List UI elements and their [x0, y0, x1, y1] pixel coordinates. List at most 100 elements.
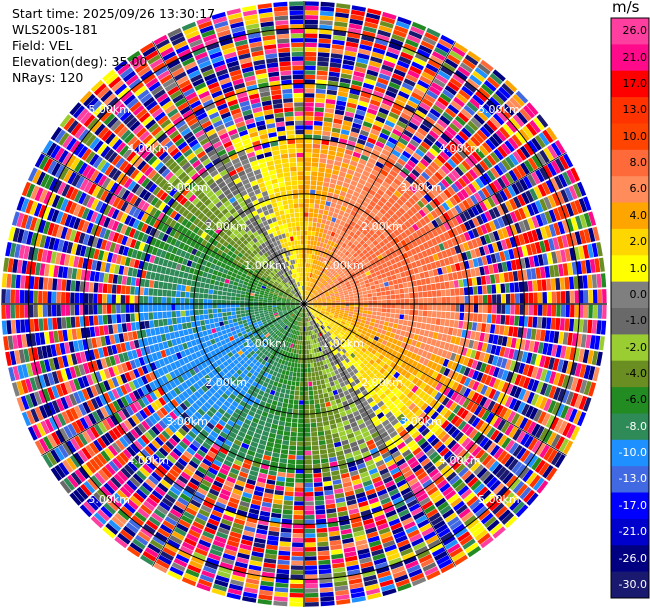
gate-cells [160, 479, 172, 489]
gate-cells [65, 228, 73, 241]
gate-cells [269, 306, 301, 328]
ring-label: 1.00km [244, 259, 286, 272]
gate-cells [137, 531, 151, 542]
gate-cells [313, 304, 364, 310]
gate-cells [539, 259, 596, 279]
gate-cells [96, 359, 103, 370]
gate-cells [265, 53, 278, 59]
gate-cells [217, 29, 231, 38]
gate-cells [315, 247, 406, 298]
gate-cells [424, 418, 433, 427]
gate-cells [369, 359, 429, 411]
gate-cells [437, 461, 448, 471]
gate-cells [100, 336, 107, 347]
gate-cells [414, 53, 429, 63]
gate-cells [117, 63, 207, 176]
colorbar-tick-label: -13.0 [618, 472, 647, 486]
gate-cells [228, 65, 254, 121]
gate-cells [203, 33, 227, 73]
gate-cells [95, 260, 102, 271]
gate-cells [111, 442, 122, 454]
gate-cells [458, 163, 468, 174]
gate-cells [103, 113, 158, 166]
gate-cells [306, 317, 308, 322]
gate-cells [493, 140, 566, 191]
gate-cells [210, 115, 222, 124]
gate-cells [134, 286, 190, 298]
gate-cells [412, 183, 477, 232]
gate-cells [209, 342, 292, 557]
gate-cells [404, 495, 416, 504]
gate-cells [333, 14, 365, 125]
gate-cells [346, 136, 358, 151]
gate-cells [321, 135, 330, 141]
gate-cells [464, 124, 476, 135]
gate-cells [177, 549, 192, 560]
gate-cells [562, 332, 587, 348]
gate-cells [89, 137, 101, 150]
gate-cells [307, 93, 525, 301]
gate-cells [328, 530, 340, 537]
gate-cells [66, 414, 141, 471]
gate-cells [471, 417, 481, 428]
gate-cells [71, 174, 129, 212]
gate-cells [207, 81, 226, 107]
gate-cells [137, 452, 148, 463]
gate-cells [96, 408, 105, 421]
gate-cells [329, 461, 357, 558]
gate-cells [308, 224, 518, 303]
gate-cells [463, 105, 476, 116]
gate-cells [176, 75, 189, 85]
gate-cells [309, 310, 503, 535]
gate-cells [467, 258, 601, 287]
gate-cells [316, 177, 560, 299]
gate-cells [472, 80, 497, 106]
gate-cells [368, 47, 401, 111]
gate-cells [205, 77, 228, 111]
gate-cells [384, 120, 395, 128]
gate-cells [304, 482, 315, 524]
gate-cells [214, 20, 252, 112]
colorbar-swatch [611, 308, 649, 335]
gate-cells [556, 304, 593, 319]
gate-cells [51, 304, 176, 317]
gate-cells [346, 174, 440, 264]
gate-cells [344, 96, 370, 156]
gate-cells [96, 489, 109, 502]
gate-cells [107, 378, 115, 390]
gate-cells [324, 490, 334, 496]
gate-cells [500, 275, 584, 293]
gate-cells [447, 229, 455, 239]
gate-cells [86, 338, 93, 350]
gate-cells [274, 307, 302, 346]
gate-cells [384, 55, 397, 64]
gate-cells [397, 582, 412, 592]
gate-cells [74, 159, 266, 281]
gate-cells [183, 87, 195, 97]
gate-cells [409, 65, 422, 75]
gate-cells [289, 10, 304, 130]
gate-cells [201, 479, 212, 488]
gate-cells [478, 509, 491, 521]
gate-cells [551, 251, 558, 264]
gate-cells [313, 121, 323, 126]
gate-cells [17, 228, 83, 256]
gate-cells [309, 133, 378, 292]
gate-cells [154, 161, 164, 172]
gate-cells [205, 522, 218, 531]
gate-cells [119, 110, 132, 122]
gate-cells [240, 467, 250, 474]
gate-cells [388, 38, 404, 51]
gate-cells [304, 313, 329, 547]
gate-cells [304, 492, 317, 552]
colorbar-swatch [611, 228, 649, 256]
gate-cells [15, 304, 20, 319]
gate-cells [268, 371, 293, 476]
gate-cells [445, 399, 454, 409]
gate-cells [390, 492, 424, 547]
gate-cells [202, 333, 293, 540]
gate-cells [416, 200, 425, 209]
gate-cells [304, 602, 319, 607]
gate-cells [246, 373, 272, 421]
gate-cells [479, 113, 505, 138]
